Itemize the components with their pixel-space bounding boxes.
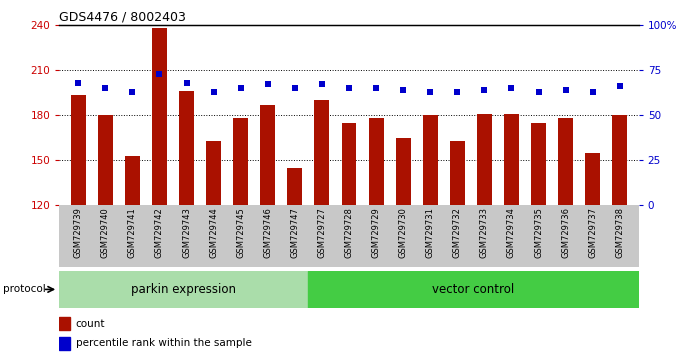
- Point: [343, 85, 355, 91]
- Text: vector control: vector control: [432, 283, 514, 296]
- Text: GSM729733: GSM729733: [480, 207, 489, 258]
- Text: GSM729734: GSM729734: [507, 207, 516, 258]
- Bar: [504, 114, 519, 205]
- Bar: [233, 118, 248, 205]
- Text: GSM729730: GSM729730: [399, 207, 408, 258]
- Point: [289, 85, 300, 91]
- Text: GSM729744: GSM729744: [209, 207, 218, 258]
- Point: [316, 81, 327, 87]
- Text: GSM729747: GSM729747: [290, 207, 299, 258]
- Point: [452, 89, 463, 95]
- Point: [262, 81, 274, 87]
- Bar: [612, 115, 628, 205]
- Point: [506, 85, 517, 91]
- Bar: [59, 271, 308, 308]
- Bar: [59, 337, 70, 350]
- Bar: [152, 28, 167, 205]
- Bar: [98, 115, 113, 205]
- Text: GDS4476 / 8002403: GDS4476 / 8002403: [59, 11, 186, 24]
- Bar: [531, 122, 546, 205]
- Bar: [423, 115, 438, 205]
- Text: GSM729742: GSM729742: [155, 207, 164, 258]
- Point: [100, 85, 111, 91]
- Point: [398, 87, 409, 93]
- Text: GSM729745: GSM729745: [236, 207, 245, 258]
- Bar: [477, 114, 492, 205]
- Text: parkin expression: parkin expression: [131, 283, 236, 296]
- Text: GSM729729: GSM729729: [371, 207, 380, 258]
- Text: GSM729727: GSM729727: [318, 207, 327, 258]
- Point: [587, 89, 598, 95]
- Bar: [70, 96, 86, 205]
- Point: [154, 71, 165, 76]
- Text: GSM729732: GSM729732: [453, 207, 462, 258]
- Text: GSM729739: GSM729739: [74, 207, 83, 258]
- Bar: [260, 104, 275, 205]
- Text: GSM729746: GSM729746: [263, 207, 272, 258]
- Bar: [585, 153, 600, 205]
- Bar: [125, 156, 140, 205]
- Bar: [179, 91, 194, 205]
- Bar: [315, 100, 329, 205]
- Point: [479, 87, 490, 93]
- Bar: [59, 318, 70, 330]
- Text: GSM729740: GSM729740: [101, 207, 110, 258]
- Bar: [369, 118, 383, 205]
- Bar: [308, 271, 639, 308]
- Text: GSM729741: GSM729741: [128, 207, 137, 258]
- Text: GSM729735: GSM729735: [534, 207, 543, 258]
- Bar: [288, 168, 302, 205]
- Point: [235, 85, 246, 91]
- Point: [371, 85, 382, 91]
- Text: protocol: protocol: [3, 284, 46, 295]
- Text: GSM729736: GSM729736: [561, 207, 570, 258]
- Point: [424, 89, 436, 95]
- Bar: [558, 118, 573, 205]
- Point: [614, 83, 625, 89]
- Text: GSM729731: GSM729731: [426, 207, 435, 258]
- Bar: [206, 141, 221, 205]
- Point: [533, 89, 544, 95]
- Bar: [450, 141, 465, 205]
- Point: [127, 89, 138, 95]
- Bar: [396, 138, 410, 205]
- Text: GSM729737: GSM729737: [588, 207, 597, 258]
- Text: GSM729738: GSM729738: [615, 207, 624, 258]
- Bar: [341, 122, 357, 205]
- Point: [73, 80, 84, 85]
- Text: GSM729728: GSM729728: [345, 207, 353, 258]
- Text: count: count: [75, 319, 105, 329]
- Point: [181, 80, 192, 85]
- Point: [560, 87, 571, 93]
- Point: [208, 89, 219, 95]
- Text: percentile rank within the sample: percentile rank within the sample: [75, 338, 251, 348]
- Text: GSM729743: GSM729743: [182, 207, 191, 258]
